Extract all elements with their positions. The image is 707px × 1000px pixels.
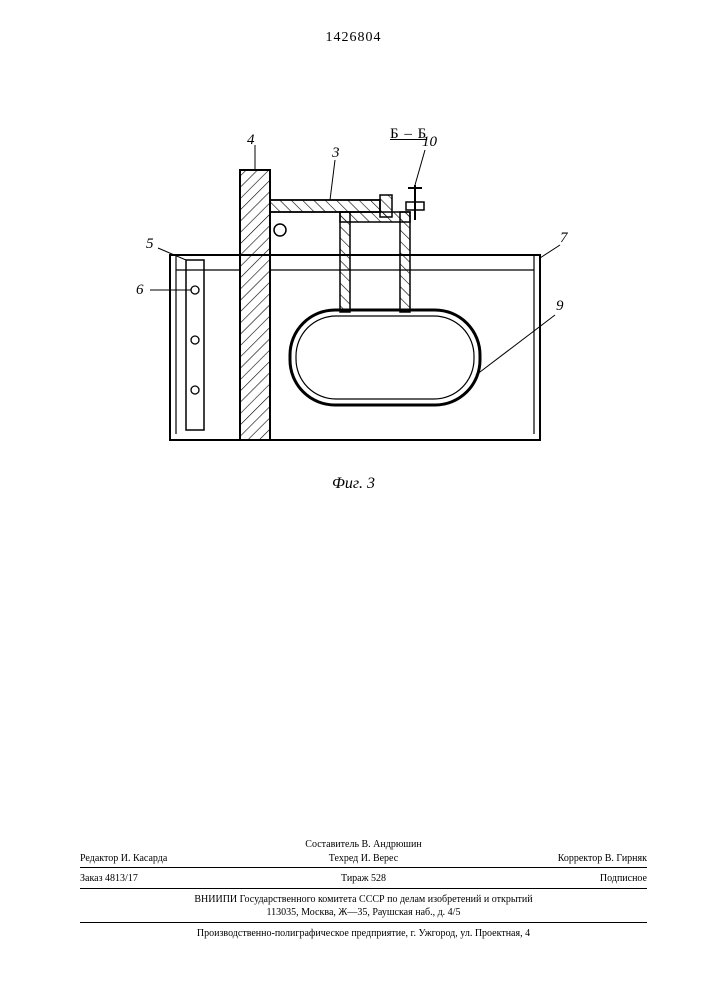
- callout-5: 5: [146, 236, 154, 253]
- order-number: Заказ 4813/17: [80, 872, 269, 886]
- org-line-2: 113035, Москва, Ж—35, Раушская наб., д. …: [80, 906, 647, 920]
- callout-9: 9: [556, 298, 564, 315]
- corrector: Корректор В. Гирняк: [458, 852, 647, 866]
- callout-6: 6: [136, 282, 144, 299]
- compiler-line: Составитель В. Андрюшин: [80, 838, 647, 852]
- callout-3: 3: [332, 145, 340, 162]
- callout-10: 10: [422, 134, 437, 151]
- subscription: Подписное: [458, 872, 647, 886]
- org-line-1: ВНИИПИ Государственного комитета СССР по…: [80, 893, 647, 907]
- diagram-svg: [140, 140, 570, 470]
- divider-1: [80, 867, 647, 868]
- figure-3: Б – Б 4 3 10 5 6 7 9: [140, 140, 570, 470]
- callout-4: 4: [247, 132, 255, 149]
- callout-7: 7: [560, 230, 568, 247]
- page-number: 1426804: [0, 30, 707, 46]
- print-run: Тираж 528: [269, 872, 458, 886]
- figure-caption: Фиг. 3: [0, 475, 707, 493]
- press-line: Производственно-полиграфическое предприя…: [80, 927, 647, 941]
- divider-3: [80, 922, 647, 923]
- tech-editor: Техред И. Верес: [269, 852, 458, 866]
- editor: Редактор И. Касарда: [80, 852, 269, 866]
- divider-2: [80, 888, 647, 889]
- footer-block: Составитель В. Андрюшин Редактор И. Каса…: [80, 838, 647, 940]
